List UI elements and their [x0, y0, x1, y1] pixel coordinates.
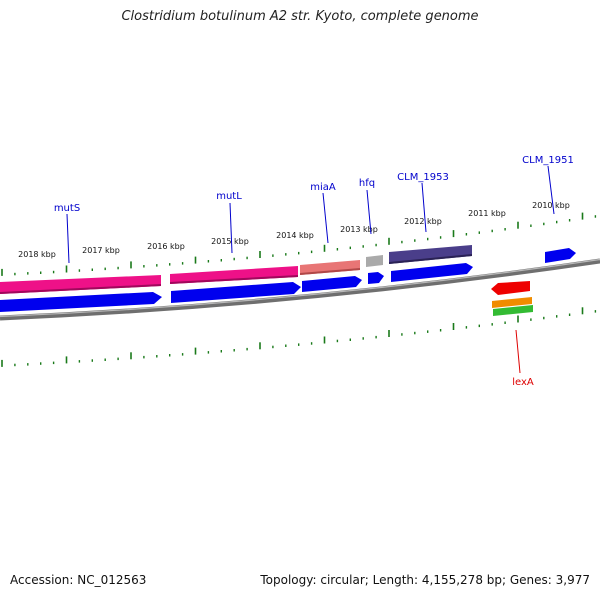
lower-scale-ticks — [1, 307, 597, 367]
gene-label-hfq[interactable]: hfq — [359, 178, 375, 189]
gene-label-mutS[interactable]: mutS — [54, 203, 80, 214]
leader-mutL — [229, 202, 233, 254]
feature-CLM_1953-shade — [389, 254, 472, 264]
cds-arrow-CLM_1951[interactable] — [545, 248, 576, 263]
genome-title: Clostridium botulinum A2 str. Kyoto, com… — [121, 9, 479, 24]
leader-CLM_1953 — [421, 182, 427, 233]
scale-label-2018: 2018 kbp — [18, 250, 56, 259]
feature-CLM_1953[interactable] — [389, 245, 472, 264]
scale-label-2012: 2012 kbp — [404, 217, 442, 226]
feature-mutL-shade — [170, 275, 298, 284]
scale-label-2013: 2013 kbp — [340, 225, 378, 234]
gene-label-mutL[interactable]: mutL — [216, 191, 242, 202]
gene-label-lexA[interactable]: lexA — [512, 377, 534, 388]
cds-arrow-hfq[interactable] — [368, 272, 384, 284]
feature-mutL[interactable] — [170, 266, 298, 284]
scale-label-2016: 2016 kbp — [147, 242, 185, 251]
leader-hfq — [366, 189, 372, 235]
scale-label-2017: 2017 kbp — [82, 246, 120, 255]
leader-lexA — [515, 329, 521, 374]
cds-arrow-CLM_1953[interactable] — [391, 263, 473, 282]
leader-CLM_1951 — [547, 165, 555, 215]
gene-label-CLM_1951[interactable]: CLM_1951 — [522, 155, 574, 166]
cds-arrow-mutL[interactable] — [171, 282, 301, 303]
leader-miaA — [322, 192, 329, 244]
feature-lexA-green — [493, 305, 533, 316]
cds-arrow-miaA[interactable] — [302, 276, 362, 292]
scale-label-2010: 2010 kbp — [532, 201, 570, 210]
gene-label-miaA[interactable]: miaA — [310, 182, 336, 193]
leader-mutS — [66, 213, 70, 264]
feature-mutS-shade — [0, 284, 161, 294]
scale-label-2011: 2011 kbp — [468, 209, 506, 218]
accession-label: Accession: NC_012563 — [10, 573, 147, 587]
scale-label-2014: 2014 kbp — [276, 231, 314, 240]
feature-mutS[interactable] — [0, 275, 161, 294]
cds-arrow-mutS[interactable] — [0, 292, 162, 312]
feature-lexA-red[interactable] — [491, 281, 530, 295]
gene-label-CLM_1953[interactable]: CLM_1953 — [397, 172, 449, 183]
feature-miaA-shade — [300, 268, 360, 275]
genome-summary-label: Topology: circular; Length: 4,155,278 bp… — [260, 573, 590, 587]
chromosome-backbone — [0, 258, 600, 321]
feature-lexA-orange — [492, 297, 532, 308]
chromosome-backbone-highlight — [0, 258, 600, 318]
feature-hfq[interactable] — [366, 255, 383, 267]
scale-label-2015: 2015 kbp — [211, 237, 249, 246]
upper-scale-ticks — [1, 212, 597, 276]
